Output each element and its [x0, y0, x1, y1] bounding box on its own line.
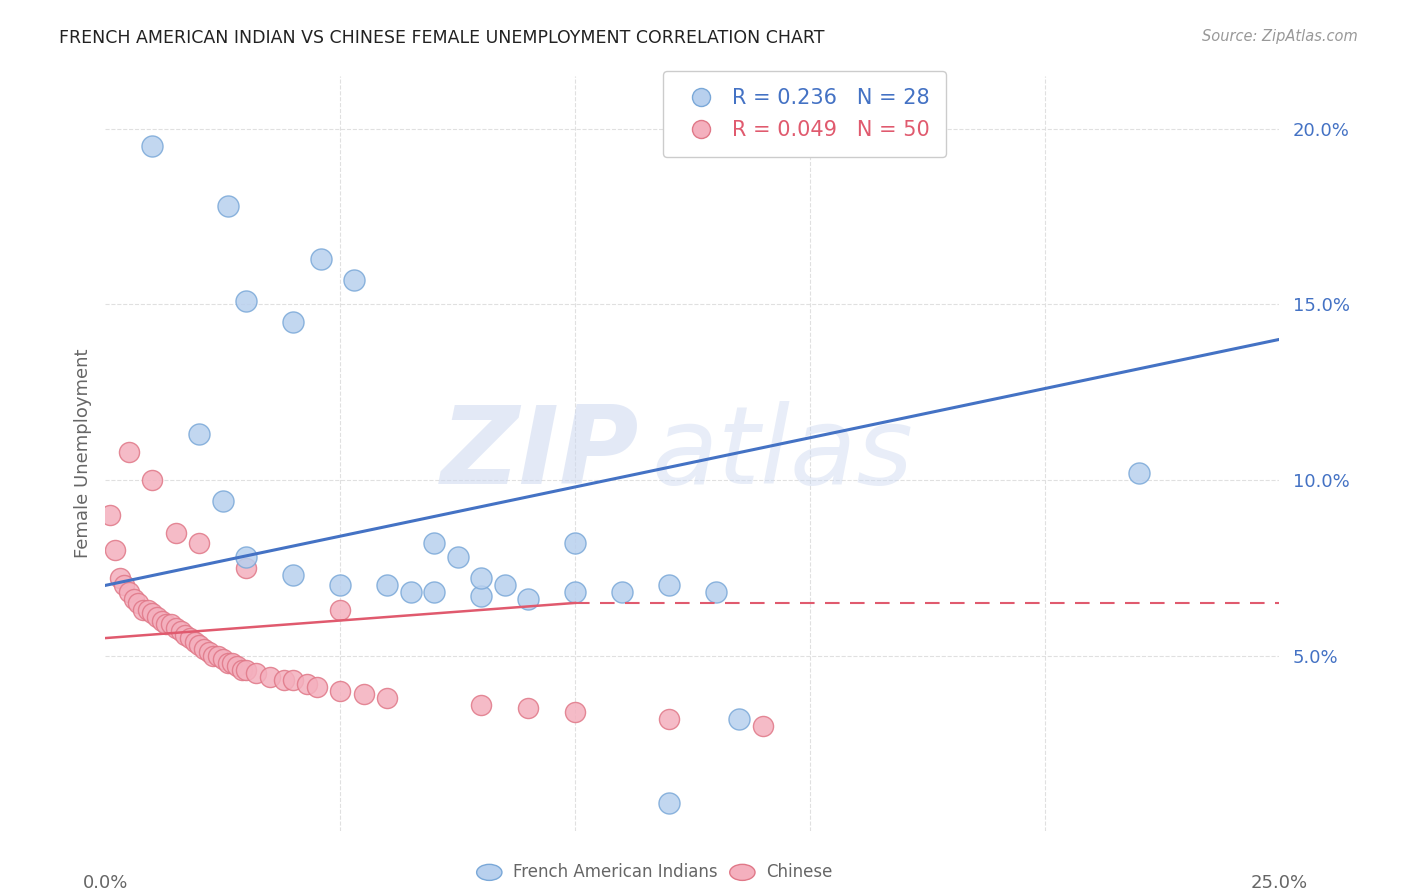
- Point: [658, 796, 681, 810]
- Point: [226, 659, 249, 673]
- Point: [658, 712, 681, 726]
- Point: [188, 536, 211, 550]
- Point: [174, 627, 197, 641]
- Point: [375, 690, 398, 705]
- Point: [423, 585, 446, 599]
- Point: [160, 617, 183, 632]
- Point: [517, 592, 540, 607]
- Point: [104, 543, 127, 558]
- Legend: R = 0.236   N = 28, R = 0.049   N = 50: R = 0.236 N = 28, R = 0.049 N = 50: [664, 71, 946, 157]
- Point: [329, 603, 352, 617]
- Point: [197, 645, 219, 659]
- Text: 25.0%: 25.0%: [1251, 873, 1308, 891]
- Point: [470, 589, 492, 603]
- Point: [108, 571, 131, 585]
- Text: FRENCH AMERICAN INDIAN VS CHINESE FEMALE UNEMPLOYMENT CORRELATION CHART: FRENCH AMERICAN INDIAN VS CHINESE FEMALE…: [59, 29, 824, 46]
- Point: [188, 638, 211, 652]
- Point: [193, 641, 215, 656]
- Point: [311, 252, 333, 266]
- Point: [211, 652, 233, 666]
- Point: [447, 550, 470, 565]
- Point: [704, 585, 727, 599]
- Text: 0.0%: 0.0%: [83, 873, 128, 891]
- Point: [752, 719, 775, 733]
- Y-axis label: Female Unemployment: Female Unemployment: [73, 349, 91, 558]
- Point: [235, 663, 257, 677]
- Point: [728, 712, 751, 726]
- Point: [235, 550, 257, 565]
- Point: [375, 578, 398, 592]
- Point: [1128, 466, 1150, 480]
- Point: [132, 603, 155, 617]
- Point: [343, 272, 366, 286]
- Point: [329, 578, 352, 592]
- Point: [470, 698, 492, 712]
- Point: [188, 427, 211, 442]
- Point: [470, 571, 492, 585]
- Point: [217, 656, 239, 670]
- Point: [399, 585, 422, 599]
- Point: [353, 687, 375, 701]
- Point: [329, 683, 352, 698]
- Point: [136, 603, 159, 617]
- Point: [207, 648, 229, 663]
- Point: [610, 585, 633, 599]
- Point: [217, 199, 239, 213]
- Point: [283, 673, 305, 688]
- Text: ZIP: ZIP: [441, 401, 640, 507]
- Point: [122, 592, 145, 607]
- Point: [165, 621, 187, 635]
- Point: [127, 596, 149, 610]
- Point: [221, 656, 243, 670]
- Point: [564, 585, 586, 599]
- Point: [141, 607, 163, 621]
- Point: [183, 634, 205, 648]
- Point: [165, 525, 187, 540]
- Text: Chinese: Chinese: [766, 863, 832, 881]
- Point: [494, 578, 516, 592]
- Point: [231, 663, 253, 677]
- Point: [155, 617, 177, 632]
- Point: [211, 494, 233, 508]
- Point: [564, 705, 586, 719]
- Point: [118, 445, 141, 459]
- Point: [141, 473, 163, 487]
- Point: [259, 670, 281, 684]
- Point: [564, 536, 586, 550]
- Point: [297, 677, 319, 691]
- Point: [235, 293, 257, 308]
- Text: French American Indians: French American Indians: [513, 863, 718, 881]
- Point: [169, 624, 191, 638]
- Point: [245, 666, 267, 681]
- Point: [273, 673, 295, 688]
- Point: [423, 536, 446, 550]
- Point: [283, 315, 305, 329]
- Point: [235, 561, 257, 575]
- Point: [517, 701, 540, 715]
- Point: [202, 648, 225, 663]
- Point: [118, 585, 141, 599]
- Point: [112, 578, 135, 592]
- Text: atlas: atlas: [651, 401, 914, 506]
- Point: [179, 631, 201, 645]
- Point: [150, 614, 173, 628]
- Point: [98, 508, 121, 522]
- Point: [283, 567, 305, 582]
- Point: [141, 139, 163, 153]
- Point: [146, 610, 169, 624]
- Point: [305, 680, 328, 694]
- Text: Source: ZipAtlas.com: Source: ZipAtlas.com: [1202, 29, 1358, 44]
- Point: [658, 578, 681, 592]
